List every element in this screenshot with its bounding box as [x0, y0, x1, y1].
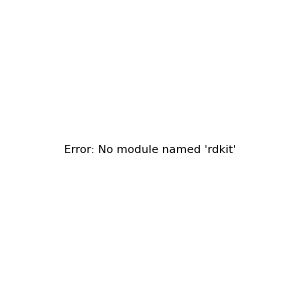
Text: Error: No module named 'rdkit': Error: No module named 'rdkit': [64, 145, 236, 155]
